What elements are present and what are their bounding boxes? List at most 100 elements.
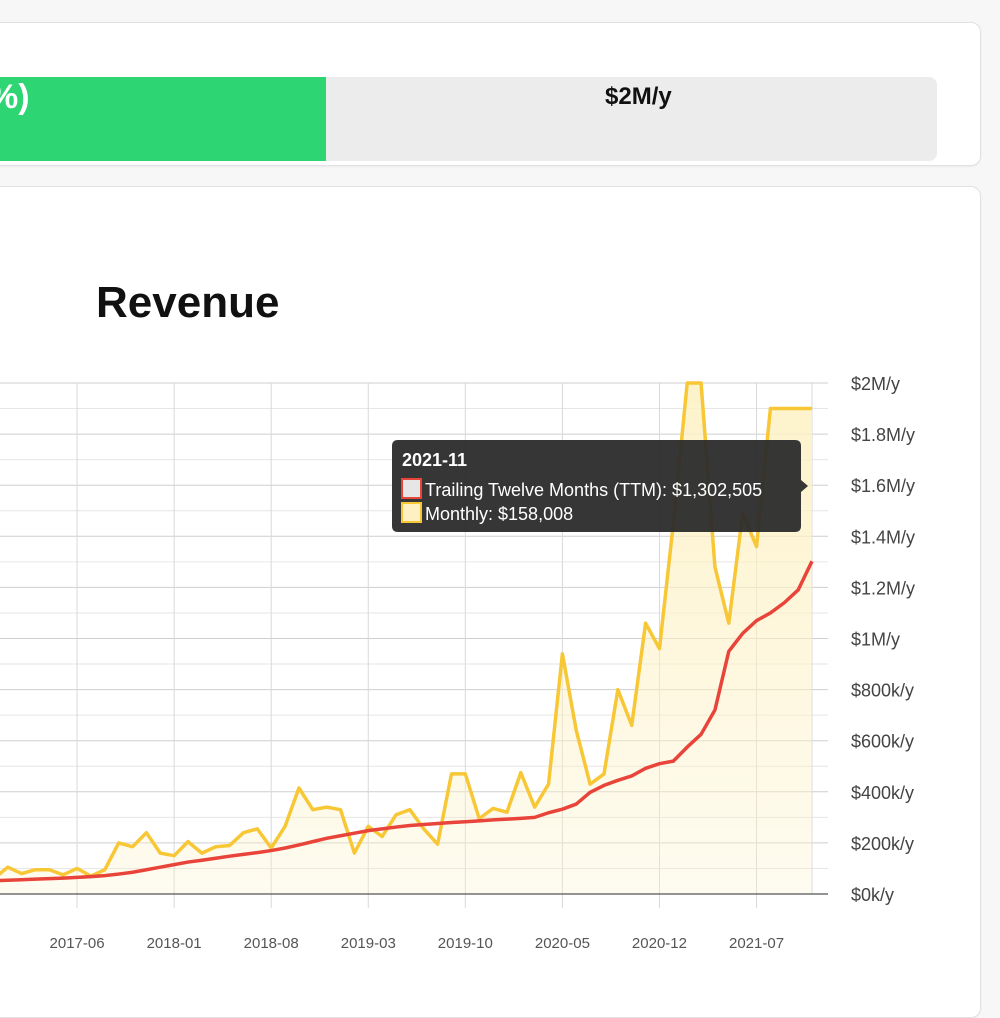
data-point-monthly[interactable] <box>46 867 52 873</box>
data-point-ttm[interactable] <box>421 822 427 828</box>
data-point-ttm[interactable] <box>573 801 579 807</box>
data-point-ttm[interactable] <box>130 869 136 875</box>
data-point-monthly[interactable] <box>310 807 316 813</box>
data-point-monthly[interactable] <box>435 841 441 847</box>
data-point-monthly[interactable] <box>19 871 25 877</box>
data-point-ttm[interactable] <box>629 773 635 779</box>
data-point-ttm[interactable] <box>448 819 454 825</box>
data-point-ttm[interactable] <box>754 618 760 624</box>
data-point-ttm[interactable] <box>476 818 482 824</box>
data-point-ttm[interactable] <box>32 876 38 882</box>
data-point-monthly[interactable] <box>379 834 385 840</box>
data-point-ttm[interactable] <box>809 558 815 564</box>
data-point-monthly[interactable] <box>338 807 344 813</box>
data-point-monthly[interactable] <box>643 620 649 626</box>
data-point-monthly[interactable] <box>102 867 108 873</box>
data-point-monthly[interactable] <box>282 823 288 829</box>
data-point-ttm[interactable] <box>143 867 149 873</box>
data-point-ttm[interactable] <box>116 871 122 877</box>
data-point-ttm[interactable] <box>199 857 205 863</box>
data-point-monthly[interactable] <box>32 867 38 873</box>
data-point-ttm[interactable] <box>532 814 538 820</box>
data-point-monthly[interactable] <box>573 727 579 733</box>
data-point-monthly[interactable] <box>296 785 302 791</box>
data-point-ttm[interactable] <box>268 848 274 854</box>
data-point-ttm[interactable] <box>296 842 302 848</box>
data-point-monthly[interactable] <box>393 812 399 818</box>
data-point-ttm[interactable] <box>712 707 718 713</box>
data-point-monthly[interactable] <box>490 805 496 811</box>
data-point-monthly[interactable] <box>601 771 607 777</box>
data-point-ttm[interactable] <box>795 587 801 593</box>
series-line-ttm[interactable] <box>0 560 814 883</box>
data-point-ttm[interactable] <box>740 630 746 636</box>
data-point-monthly[interactable] <box>240 830 246 836</box>
data-point-ttm[interactable] <box>379 826 385 832</box>
data-point-monthly[interactable] <box>199 850 205 856</box>
data-point-ttm[interactable] <box>240 851 246 857</box>
data-point-ttm[interactable] <box>601 782 607 788</box>
data-point-ttm[interactable] <box>60 875 66 881</box>
data-point-monthly[interactable] <box>754 544 760 550</box>
data-point-ttm[interactable] <box>518 815 524 821</box>
data-point-ttm[interactable] <box>324 835 330 841</box>
data-point-ttm[interactable] <box>726 648 732 654</box>
data-point-monthly[interactable] <box>587 781 593 787</box>
data-point-monthly[interactable] <box>157 850 163 856</box>
data-point-ttm[interactable] <box>670 758 676 764</box>
data-point-monthly[interactable] <box>781 406 787 412</box>
data-point-monthly[interactable] <box>712 564 718 570</box>
data-point-monthly[interactable] <box>767 406 773 412</box>
data-point-monthly[interactable] <box>185 839 191 845</box>
data-point-ttm[interactable] <box>157 864 163 870</box>
data-point-monthly[interactable] <box>809 406 815 412</box>
data-point-ttm[interactable] <box>46 876 52 882</box>
data-point-ttm[interactable] <box>767 610 773 616</box>
data-point-monthly[interactable] <box>213 844 219 850</box>
data-point-monthly[interactable] <box>254 826 260 832</box>
data-point-ttm[interactable] <box>656 761 662 767</box>
data-point-ttm[interactable] <box>102 873 108 879</box>
data-point-monthly[interactable] <box>74 865 80 871</box>
data-point-monthly[interactable] <box>698 380 704 386</box>
data-point-ttm[interactable] <box>546 810 552 816</box>
data-point-ttm[interactable] <box>338 833 344 839</box>
data-point-ttm[interactable] <box>559 806 565 812</box>
data-point-monthly[interactable] <box>448 771 454 777</box>
data-point-ttm[interactable] <box>19 877 25 883</box>
data-point-ttm[interactable] <box>74 874 80 880</box>
data-point-ttm[interactable] <box>88 874 94 880</box>
data-point-ttm[interactable] <box>407 823 413 829</box>
data-point-ttm[interactable] <box>254 850 260 856</box>
data-point-monthly[interactable] <box>615 687 621 693</box>
data-point-monthly[interactable] <box>726 620 732 626</box>
data-point-monthly[interactable] <box>324 804 330 810</box>
data-point-monthly[interactable] <box>143 830 149 836</box>
data-point-monthly[interactable] <box>504 809 510 815</box>
data-point-ttm[interactable] <box>393 824 399 830</box>
data-point-monthly[interactable] <box>656 646 662 652</box>
data-point-monthly[interactable] <box>351 850 357 856</box>
data-point-ttm[interactable] <box>227 853 233 859</box>
data-point-monthly[interactable] <box>407 807 413 813</box>
data-point-ttm[interactable] <box>504 816 510 822</box>
data-point-monthly[interactable] <box>684 380 690 386</box>
data-point-ttm[interactable] <box>351 830 357 836</box>
data-point-monthly[interactable] <box>462 771 468 777</box>
data-point-monthly[interactable] <box>546 781 552 787</box>
data-point-ttm[interactable] <box>684 744 690 750</box>
data-point-ttm[interactable] <box>643 765 649 771</box>
data-point-monthly[interactable] <box>5 864 11 870</box>
data-point-monthly[interactable] <box>227 842 233 848</box>
data-point-monthly[interactable] <box>116 840 122 846</box>
data-point-monthly[interactable] <box>130 844 136 850</box>
data-point-monthly[interactable] <box>532 804 538 810</box>
data-point-ttm[interactable] <box>490 817 496 823</box>
data-point-monthly[interactable] <box>559 651 565 657</box>
data-point-monthly[interactable] <box>171 853 177 859</box>
data-point-ttm[interactable] <box>781 600 787 606</box>
data-point-ttm[interactable] <box>185 859 191 865</box>
data-point-ttm[interactable] <box>462 819 468 825</box>
data-point-ttm[interactable] <box>615 777 621 783</box>
data-point-ttm[interactable] <box>587 789 593 795</box>
